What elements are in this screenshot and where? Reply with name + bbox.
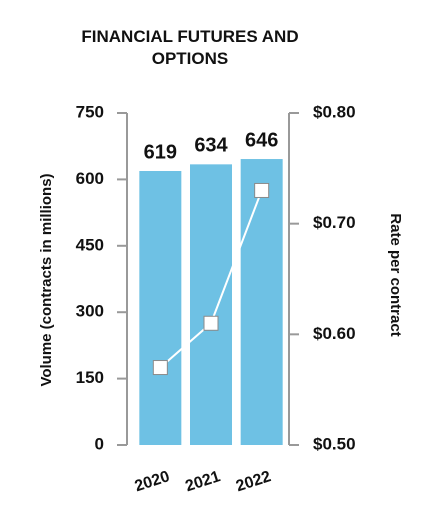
rate-marker [203,315,219,331]
y-axis-label: Volume (contracts in millions) [38,173,55,386]
y2-tick-label: $0.80 [313,102,356,121]
rate-marker [254,182,270,198]
y-tick-label: 600 [76,169,104,188]
y-tick-label: 450 [76,235,104,254]
chart-title: FINANCIAL FUTURES AND OPTIONS [81,27,299,68]
bar [139,170,182,446]
y-tick-label: 150 [76,368,104,387]
y-tick-label: 300 [76,302,104,321]
x-tick-label: 2022 [234,468,273,495]
x-tick-label: 2020 [133,468,172,495]
bar [190,164,232,445]
rate-marker [152,360,168,376]
data-label: 646 [245,129,278,151]
x-tick-label: 2021 [183,468,222,495]
y2-tick-label: $0.60 [313,324,356,343]
y-tick-label: 0 [95,434,104,453]
bar [240,159,283,445]
data-label: 634 [194,135,228,157]
y2-tick-label: $0.70 [313,213,356,232]
y2-tick-label: $0.50 [313,434,356,453]
data-label: 619 [144,141,177,163]
y-tick-label: 750 [76,102,104,121]
y2-axis-label: Rate per contract [387,213,404,336]
